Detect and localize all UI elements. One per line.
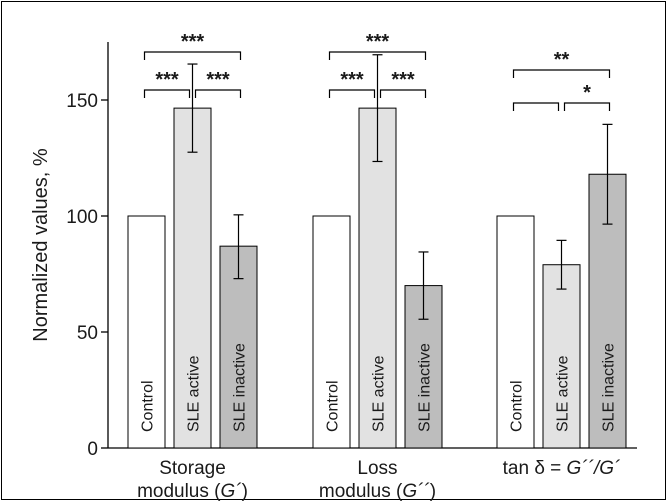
significance-bracket [512,69,611,78]
significance-marker: *** [206,69,230,91]
bar-label: SLE inactive [232,343,249,432]
significance-marker: *** [181,31,205,53]
group-label-line1: Loss [357,458,397,479]
bar-label: Control [509,380,526,432]
bar [358,107,397,449]
significance-bracket [143,89,191,98]
significance-bracket [512,102,560,111]
bar-label: SLE inactive [417,343,434,432]
y-tick-label: 50 [77,323,98,344]
y-axis-label: Normalized values, % [30,148,52,342]
significance-marker: *** [366,31,390,53]
group-label-line1: Storage [159,458,226,479]
bar [496,215,535,449]
bar-label: SLE active [186,355,203,432]
significance-marker: * [583,82,591,104]
y-tick-label: 0 [87,439,98,460]
y-tick-label: 100 [66,207,98,228]
group-label-line1: tan δ = G´´/G´ [503,458,621,479]
significance-marker: *** [340,69,364,91]
bar [127,215,166,449]
bar-label: Control [140,380,157,432]
y-tick-label: 150 [66,91,98,112]
bar-label: Control [325,380,342,432]
significance-bracket [328,51,427,60]
bar [219,245,258,449]
significance-marker: *** [155,69,179,91]
significance-marker: ** [554,49,570,71]
significance-marker: *** [391,69,415,91]
significance-bracket [328,89,376,98]
significance-bracket [143,51,242,60]
significance-bracket [194,89,242,98]
bar [173,107,212,449]
significance-bracket [563,102,611,111]
group-label-line2: modulus (G´´) [319,481,436,502]
bar [542,264,581,449]
bar [312,215,351,449]
bar-label: SLE active [371,355,388,432]
group-label-line2: modulus (G´) [137,481,248,502]
significance-bracket [379,89,427,98]
bar-label: SLE active [555,355,572,432]
bar-label: SLE inactive [601,343,618,432]
